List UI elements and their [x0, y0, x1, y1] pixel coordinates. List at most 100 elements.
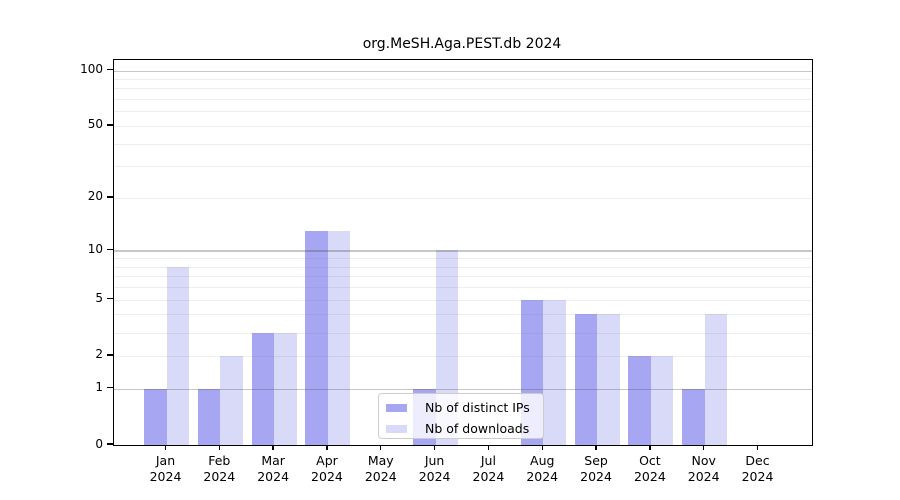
- gridline-minor: [114, 332, 812, 334]
- y-tick-mark: [107, 248, 113, 251]
- chart-title: org.MeSH.Aga.PEST.db 2024: [362, 36, 562, 52]
- x-tick-month: Jan: [155, 453, 176, 468]
- x-tick-month: Mar: [261, 453, 285, 468]
- x-tick-year: 2024: [526, 469, 559, 484]
- y-tick-mark: [107, 196, 113, 198]
- legend: Nb of distinct IPs Nb of downloads: [378, 393, 544, 439]
- bar-feb-distinct-ips: [197, 388, 221, 445]
- plot-area: [113, 59, 813, 446]
- y-tick-mark: [107, 354, 113, 356]
- gridline-minor: [114, 125, 812, 127]
- bar-mar-distinct-ips: [251, 332, 275, 445]
- bar-aug-downloads: [543, 299, 566, 445]
- bar-oct-downloads: [650, 355, 674, 445]
- x-tick-mark: [649, 445, 651, 450]
- x-tick-month: Aug: [530, 453, 555, 468]
- gridline-major: [114, 250, 812, 252]
- x-tick-label: Nov 2024: [674, 453, 734, 485]
- y-tick-label: 2: [95, 347, 103, 362]
- x-tick-month: Apr: [316, 453, 338, 468]
- bar-feb-downloads: [220, 355, 243, 445]
- x-tick-year: 2024: [580, 469, 612, 484]
- gridline-minor: [114, 299, 812, 301]
- x-tick-month: Nov: [691, 453, 716, 468]
- bar-jan-distinct-ips: [144, 388, 167, 445]
- x-tick-label: May 2024: [351, 453, 411, 485]
- x-tick-year: 2024: [311, 469, 343, 484]
- x-tick-month: Oct: [639, 453, 661, 468]
- bar-sep-downloads: [597, 314, 620, 445]
- x-tick-year: 2024: [687, 469, 720, 484]
- gridline-minor: [114, 197, 812, 199]
- x-tick-month: Sep: [584, 453, 608, 468]
- x-tick-mark: [326, 445, 328, 450]
- bar-oct-distinct-ips: [628, 355, 651, 445]
- y-tick-mark: [107, 68, 113, 71]
- x-tick-label: Jan 2024: [136, 453, 196, 485]
- x-tick-mark: [756, 445, 759, 450]
- y-tick-label: 10: [87, 241, 103, 256]
- bar-sep-distinct-ips: [574, 314, 598, 445]
- y-tick-label: 50: [87, 117, 103, 132]
- x-tick-month: Dec: [745, 453, 770, 468]
- legend-label-downloads: Nb of downloads: [425, 421, 530, 436]
- gridline-minor: [114, 143, 812, 145]
- x-tick-label: Dec 2024: [728, 453, 788, 485]
- x-tick-label: Oct 2024: [620, 453, 680, 485]
- bar-nov-distinct-ips: [682, 388, 705, 445]
- gridline-minor: [114, 355, 812, 357]
- legend-label-distinct-ips: Nb of distinct IPs: [425, 400, 530, 415]
- y-tick-label: 20: [87, 189, 103, 204]
- gridline-minor: [114, 111, 812, 113]
- x-tick-year: 2024: [741, 469, 774, 484]
- x-tick-label: Jun 2024: [405, 453, 465, 485]
- y-tick-mark: [107, 387, 113, 389]
- x-tick-year: 2024: [472, 469, 505, 484]
- x-tick-mark: [703, 445, 705, 450]
- y-tick-mark: [107, 297, 113, 300]
- bar-nov-downloads: [704, 314, 728, 445]
- x-tick-month: Jun: [424, 453, 445, 468]
- grid-layer: [114, 60, 812, 445]
- gridline-major: [114, 70, 812, 72]
- gridline-minor: [114, 258, 812, 260]
- x-tick-mark: [272, 445, 274, 450]
- x-tick-mark: [164, 445, 167, 450]
- x-tick-month: Jul: [480, 453, 496, 468]
- x-tick-label: Apr 2024: [297, 453, 357, 485]
- x-tick-mark: [380, 445, 382, 450]
- legend-swatch-distinct-ips: [386, 404, 407, 412]
- x-tick-mark: [595, 445, 597, 450]
- x-tick-year: 2024: [364, 469, 397, 484]
- y-tick-label: 5: [95, 291, 103, 306]
- bar-mar-downloads: [274, 332, 297, 445]
- legend-row-distinct-ips: Nb of distinct IPs: [386, 399, 543, 417]
- x-tick-year: 2024: [418, 469, 451, 484]
- gridline-minor: [114, 266, 812, 268]
- x-tick-month: Feb: [208, 453, 231, 468]
- legend-swatch-downloads: [386, 425, 407, 433]
- bar-apr-downloads: [327, 230, 351, 445]
- x-tick-mark: [433, 445, 436, 450]
- x-tick-mark: [541, 445, 543, 450]
- gridline-minor: [114, 166, 812, 168]
- x-tick-label: Feb 2024: [189, 453, 249, 485]
- gridline-minor: [114, 88, 812, 90]
- legend-row-downloads: Nb of downloads: [386, 420, 543, 438]
- x-tick-mark: [218, 445, 220, 450]
- y-tick-label: 0: [95, 436, 103, 451]
- x-tick-year: 2024: [257, 469, 290, 484]
- x-tick-label: Sep 2024: [566, 453, 626, 485]
- bar-apr-distinct-ips: [305, 230, 328, 445]
- x-tick-month: May: [367, 453, 394, 468]
- y-tick-mark: [107, 443, 113, 445]
- x-tick-label: Jul 2024: [458, 453, 518, 485]
- gridline-minor: [114, 276, 812, 278]
- gridline-minor: [114, 287, 812, 289]
- x-tick-year: 2024: [633, 469, 666, 484]
- y-tick-label: 100: [80, 62, 103, 76]
- y-tick-label: 1: [95, 380, 103, 395]
- x-tick-year: 2024: [203, 469, 236, 484]
- x-tick-year: 2024: [149, 469, 182, 484]
